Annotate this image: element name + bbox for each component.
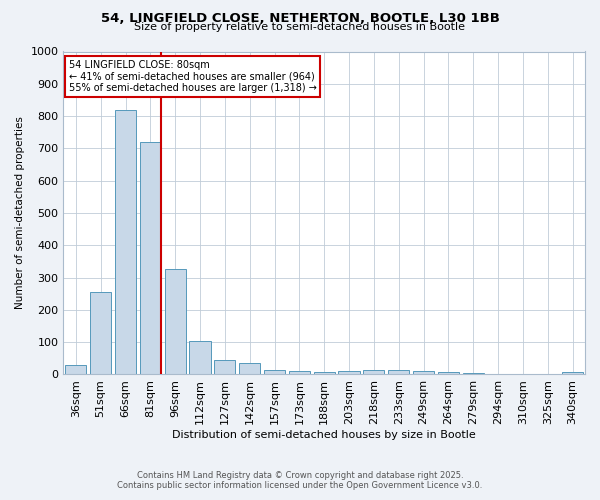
Text: 54 LINGFIELD CLOSE: 80sqm
← 41% of semi-detached houses are smaller (964)
55% of: 54 LINGFIELD CLOSE: 80sqm ← 41% of semi-… <box>68 60 317 93</box>
Bar <box>164 270 186 374</box>
Bar <box>115 110 136 374</box>
Bar <box>65 365 86 374</box>
X-axis label: Distribution of semi-detached houses by size in Bootle: Distribution of semi-detached houses by … <box>172 430 476 440</box>
Bar <box>140 142 161 374</box>
Text: Size of property relative to semi-detached houses in Bootle: Size of property relative to semi-detach… <box>134 22 466 32</box>
Bar <box>90 292 111 374</box>
Bar <box>338 370 359 374</box>
Bar <box>413 370 434 374</box>
Bar <box>562 372 583 374</box>
Text: Contains HM Land Registry data © Crown copyright and database right 2025.
Contai: Contains HM Land Registry data © Crown c… <box>118 470 482 490</box>
Bar <box>214 360 235 374</box>
Bar <box>264 370 285 374</box>
Bar <box>314 372 335 374</box>
Text: 54, LINGFIELD CLOSE, NETHERTON, BOOTLE, L30 1BB: 54, LINGFIELD CLOSE, NETHERTON, BOOTLE, … <box>101 12 499 26</box>
Bar <box>388 370 409 374</box>
Bar <box>289 370 310 374</box>
Bar <box>239 363 260 374</box>
Bar <box>438 372 459 374</box>
Bar <box>364 370 385 374</box>
Bar <box>190 341 211 374</box>
Y-axis label: Number of semi-detached properties: Number of semi-detached properties <box>15 116 25 310</box>
